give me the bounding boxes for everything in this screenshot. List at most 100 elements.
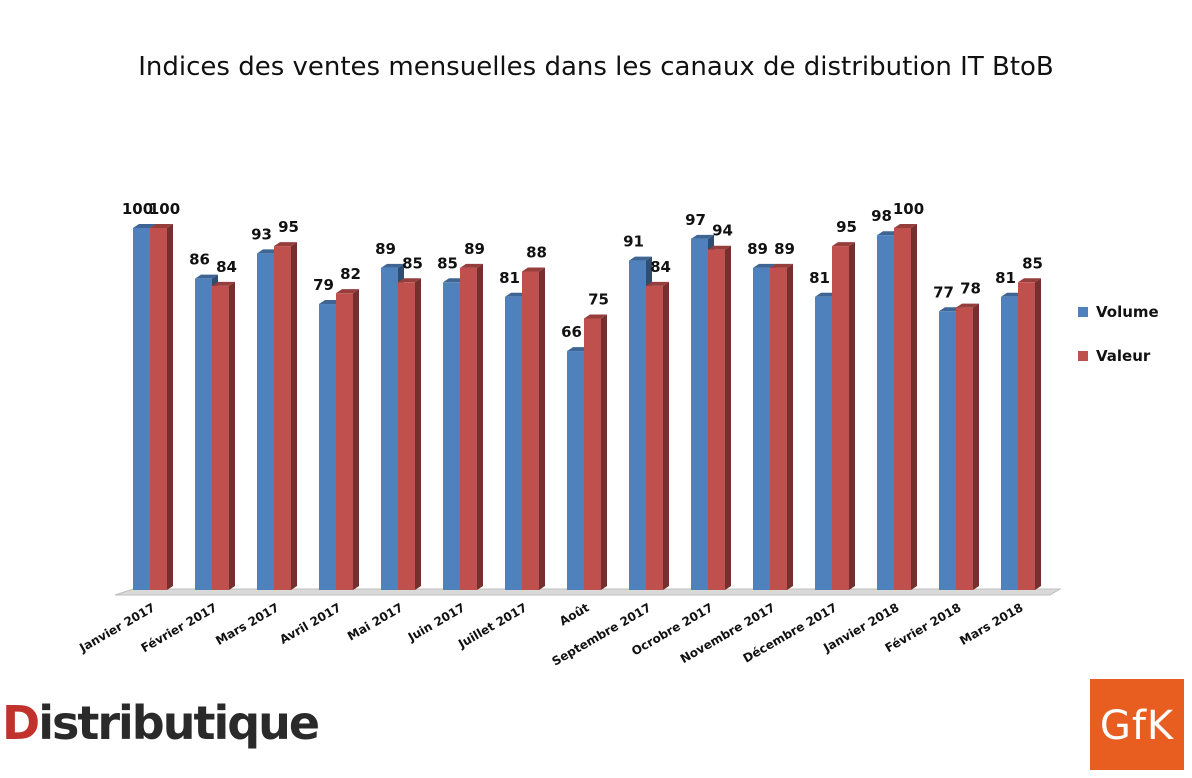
bar-front xyxy=(815,296,832,590)
data-label-valeur-7: 75 xyxy=(588,291,609,309)
bar-front xyxy=(1018,282,1035,590)
data-label-volume-8: 91 xyxy=(623,233,644,251)
bar-top xyxy=(753,263,776,268)
bar-front xyxy=(770,267,787,590)
legend-swatch-valeur xyxy=(1078,351,1088,361)
data-label-valeur-11: 95 xyxy=(836,218,857,236)
bar-front xyxy=(443,282,460,590)
legend-label-volume: Volume xyxy=(1096,303,1159,321)
bar-front xyxy=(708,249,725,590)
distributique-logo-initial: D xyxy=(2,696,40,750)
data-label-volume-14: 81 xyxy=(995,269,1016,287)
bar-valeur-2 xyxy=(274,242,297,590)
bar-top xyxy=(691,234,714,239)
bar-top xyxy=(1018,278,1041,283)
chart-bars xyxy=(133,224,1041,591)
bar-top xyxy=(629,256,652,261)
data-label-valeur-13: 78 xyxy=(960,280,981,298)
bar-side xyxy=(353,289,359,590)
bar-front xyxy=(956,307,973,590)
bar-front xyxy=(567,351,584,590)
gfk-logo: GfK xyxy=(1090,679,1184,770)
bar-front xyxy=(505,296,522,590)
data-label-valeur-3: 82 xyxy=(340,265,361,283)
x-tick-label-3: Avril 2017 xyxy=(277,600,343,646)
bar-top xyxy=(956,303,979,308)
bar-front xyxy=(691,238,708,591)
bar-front xyxy=(522,271,539,590)
bar-valeur-14 xyxy=(1018,278,1041,590)
bar-front xyxy=(1001,296,1018,590)
chart-legend: Volume Valeur xyxy=(1078,303,1159,365)
bar-top xyxy=(894,224,917,228)
bar-top xyxy=(646,281,669,286)
bar-top xyxy=(195,274,218,279)
bar-valeur-11 xyxy=(832,242,855,590)
data-label-volume-2: 93 xyxy=(251,225,272,243)
data-label-volume-9: 97 xyxy=(685,211,706,229)
bar-front xyxy=(753,267,770,590)
bar-top xyxy=(274,242,297,247)
bar-valeur-10 xyxy=(770,263,793,590)
bar-top xyxy=(381,263,404,268)
data-label-volume-10: 89 xyxy=(747,240,768,258)
bar-front xyxy=(460,267,477,590)
bar-front xyxy=(877,235,894,591)
data-label-volume-6: 81 xyxy=(499,269,520,287)
legend-swatch-volume xyxy=(1078,307,1088,317)
x-tick-label-14: Mars 2018 xyxy=(957,600,1025,647)
bar-side xyxy=(415,278,421,590)
bar-valeur-0 xyxy=(150,224,173,590)
bar-top xyxy=(212,281,235,286)
bar-valeur-8 xyxy=(646,281,669,590)
bar-front xyxy=(274,246,291,590)
data-label-volume-7: 66 xyxy=(561,323,582,341)
data-label-valeur-12: 100 xyxy=(893,200,924,218)
bar-front xyxy=(257,253,274,590)
data-label-valeur-0: 100 xyxy=(149,200,180,218)
bar-valeur-3 xyxy=(336,289,359,590)
bar-side xyxy=(539,267,545,590)
data-label-valeur-8: 84 xyxy=(650,258,671,276)
bar-valeur-5 xyxy=(460,263,483,590)
data-label-valeur-10: 89 xyxy=(774,240,795,258)
legend-label-valeur: Valeur xyxy=(1096,347,1151,365)
bar-top xyxy=(336,289,359,294)
bar-front xyxy=(894,228,911,590)
data-label-volume-0: 100 xyxy=(122,200,153,218)
gfk-logo-text: GfK xyxy=(1099,703,1175,749)
data-label-valeur-2: 95 xyxy=(278,218,299,236)
bar-side xyxy=(477,263,483,590)
bar-top xyxy=(398,278,421,283)
bar-top xyxy=(770,263,793,268)
bar-front xyxy=(646,285,663,590)
bar-side xyxy=(1035,278,1041,590)
data-label-valeur-5: 89 xyxy=(464,240,485,258)
bar-side xyxy=(601,314,607,590)
bar-front xyxy=(939,311,956,590)
chart-title: Indices des ventes mensuelles dans les c… xyxy=(138,52,1054,82)
bar-top xyxy=(460,263,483,268)
bar-valeur-12 xyxy=(894,224,917,590)
bar-top xyxy=(584,314,607,319)
data-label-volume-5: 85 xyxy=(437,254,458,272)
bar-top xyxy=(133,224,156,228)
distributique-logo: Distributique xyxy=(2,700,320,746)
chart-floor-plane xyxy=(114,588,1062,596)
bar-valeur-1 xyxy=(212,281,235,590)
bar-front xyxy=(195,278,212,590)
data-label-volume-4: 89 xyxy=(375,240,396,258)
bar-valeur-6 xyxy=(522,267,545,590)
bar-valeur-7 xyxy=(584,314,607,590)
distributique-logo-rest: istributique xyxy=(38,696,320,750)
x-tick-label-6: Juillet 2017 xyxy=(455,600,529,651)
bar-front xyxy=(336,293,353,590)
bar-front xyxy=(832,246,849,590)
data-label-volume-1: 86 xyxy=(189,251,210,269)
bar-front xyxy=(150,228,167,590)
bar-valeur-9 xyxy=(708,245,731,590)
bar-side xyxy=(787,263,793,590)
